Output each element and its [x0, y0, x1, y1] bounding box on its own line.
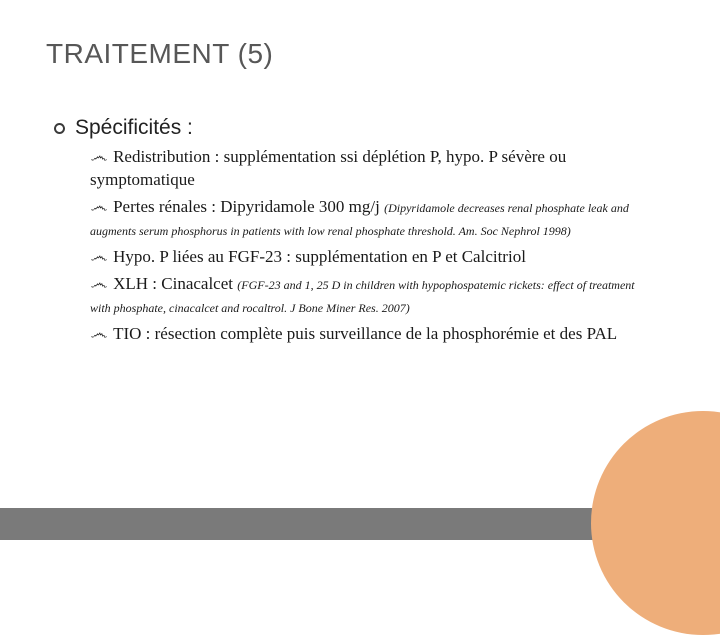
- script-bullet-icon: ෴: [90, 273, 107, 293]
- ring-bullet-icon: [54, 123, 65, 134]
- item-lead: Redistribution: [113, 147, 210, 166]
- item-lead: TIO: [113, 324, 141, 343]
- item-lead: Pertes rénales: [113, 197, 207, 216]
- level2-item: ෴XLH : Cinacalcet (FGF-23 and 1, 25 D in…: [90, 271, 644, 319]
- slide-title: TRAITEMENT (5): [46, 38, 674, 70]
- level1-text: Spécificités :: [75, 116, 193, 140]
- level2-item: ෴ Hypo. P liées au FGF-23 : supplémentati…: [90, 244, 644, 269]
- item-lead: Hypo. P: [113, 247, 168, 266]
- item-rest: : Cinacalcet: [148, 274, 237, 293]
- script-bullet-icon: ෴: [90, 323, 107, 343]
- item-lead: XLH: [113, 274, 148, 293]
- script-bullet-icon: ෴: [90, 146, 107, 166]
- script-bullet-icon: ෴: [90, 196, 107, 216]
- item-rest: liées au FGF-23 : supplémentation en P e…: [168, 247, 526, 266]
- level1-item: Spécificités :: [54, 116, 674, 140]
- item-rest: : résection complète puis surveillance d…: [141, 324, 617, 343]
- level2-item: ෴Redistribution : supplémentation ssi dé…: [90, 144, 644, 192]
- script-bullet-icon: ෴: [90, 246, 107, 266]
- level2-item: ෴Pertes rénales : Dipyridamole 300 mg/j …: [90, 194, 644, 242]
- item-rest: : Dipyridamole 300 mg/j: [207, 197, 384, 216]
- level2-item: ෴ TIO : résection complète puis surveilla…: [90, 321, 644, 346]
